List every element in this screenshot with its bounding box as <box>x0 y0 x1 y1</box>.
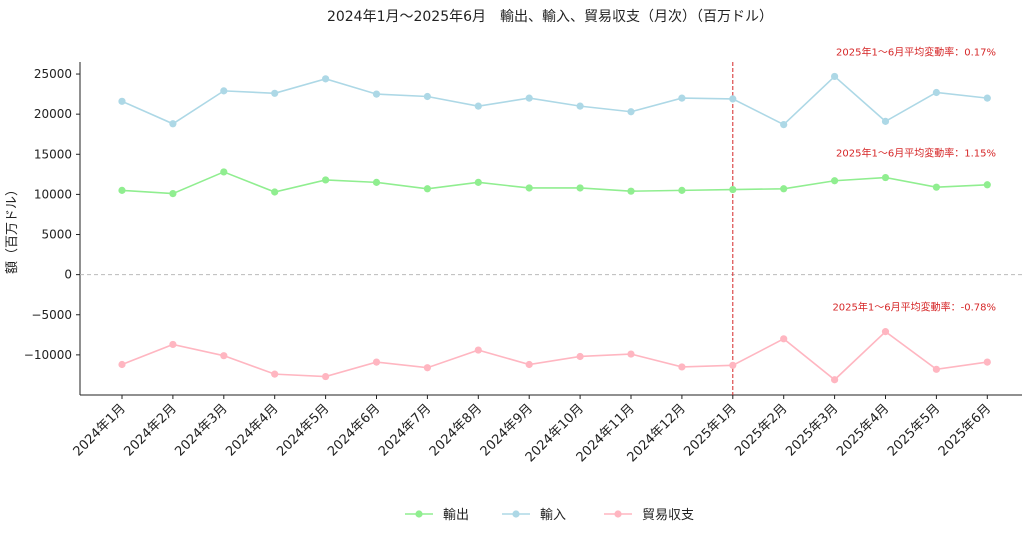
x-tick-label: 2024年5月 <box>274 401 332 459</box>
data-point <box>423 185 431 193</box>
data-point <box>525 94 533 102</box>
y-tick-label: 10000 <box>34 187 72 201</box>
y-tick-label: −5000 <box>31 308 72 322</box>
data-point <box>169 189 177 198</box>
data-point <box>729 185 737 194</box>
data-point <box>627 108 635 116</box>
data-point <box>780 120 788 129</box>
y-axis-label: 額（百万ドル） <box>5 183 20 274</box>
data-point <box>118 360 126 369</box>
legend: 輸出 輸入 貿易収支 <box>405 508 694 523</box>
data-point <box>322 176 330 184</box>
data-point <box>576 184 584 192</box>
x-tick-label: 2024年6月 <box>325 401 383 459</box>
data-point <box>271 188 279 196</box>
data-point <box>169 120 177 128</box>
data-point <box>932 365 941 373</box>
data-point <box>322 372 330 381</box>
data-point <box>372 178 381 186</box>
data-point <box>627 187 635 195</box>
legend-swatch-marker <box>415 510 423 518</box>
data-point <box>983 181 991 189</box>
annotation-1: 2025年1〜6月平均変動率：1.15% <box>836 147 996 160</box>
data-point <box>271 89 279 97</box>
data-point <box>474 178 482 186</box>
legend-label: 貿易収支 <box>642 508 694 523</box>
x-tick-label: 2025年2月 <box>732 401 790 459</box>
data-point <box>780 335 788 343</box>
series-line-2 <box>121 330 988 381</box>
data-point <box>881 328 890 336</box>
data-point <box>525 360 533 369</box>
data-point <box>831 177 839 185</box>
annotation-0: 2025年1〜6月平均変動率：0.17% <box>836 45 996 58</box>
data-point <box>932 88 941 97</box>
x-tick-label: 2024年7月 <box>376 401 434 459</box>
data-point <box>983 94 991 102</box>
data-point <box>423 364 431 372</box>
data-point <box>881 173 890 182</box>
x-tick-label: 2025年1月 <box>681 401 739 459</box>
data-point <box>220 168 228 176</box>
data-point <box>983 358 991 366</box>
legend-label: 輸入 <box>540 508 566 523</box>
legend-label: 輸出 <box>443 508 469 523</box>
y-tick-label: 5000 <box>41 228 72 242</box>
x-tick-label: 2024年4月 <box>223 401 281 459</box>
x-tick-label: 2024年3月 <box>172 401 230 459</box>
data-point <box>474 346 482 354</box>
chart-title: 2024年1月〜2025年6月 輸出、輸入、貿易収支（月次）（百万ドル） <box>327 9 773 25</box>
data-point <box>271 370 279 378</box>
data-point <box>678 186 686 194</box>
legend-swatch-marker <box>512 510 520 518</box>
data-point <box>932 183 941 191</box>
data-point <box>525 184 533 192</box>
data-point <box>780 185 788 193</box>
data-point <box>678 363 686 371</box>
data-point <box>169 340 177 349</box>
x-tick-label: 2025年4月 <box>834 401 892 459</box>
data-point <box>831 72 839 81</box>
data-point <box>372 90 381 98</box>
data-point <box>576 352 584 361</box>
y-tick-label: 15000 <box>34 147 72 161</box>
data-point <box>220 352 228 360</box>
y-tick-label: 0 <box>64 268 72 282</box>
data-point <box>118 97 126 105</box>
data-point <box>678 94 686 102</box>
data-point <box>220 87 228 95</box>
x-tick-label: 2025年6月 <box>936 401 994 459</box>
x-tick-label: 2024年1月 <box>71 401 129 459</box>
data-point <box>423 92 431 101</box>
x-tick-label: 2025年3月 <box>783 401 841 459</box>
plot-area: 2025年1〜6月平均変動率：0.17% 2025年1〜6月平均変動率：1.15%… <box>80 45 1022 395</box>
x-tick-label: 2025年5月 <box>885 401 943 459</box>
data-point <box>881 117 890 125</box>
data-point <box>729 95 737 103</box>
data-point <box>322 75 330 83</box>
y-tick-label: 25000 <box>34 67 72 81</box>
data-point <box>372 358 381 366</box>
legend-swatch-marker <box>614 510 622 518</box>
data-point <box>729 361 737 369</box>
y-tick-label: −10000 <box>24 348 72 362</box>
y-tick-label: 20000 <box>34 107 72 121</box>
data-point <box>474 102 482 110</box>
annotation-2: 2025年1〜6月平均変動率：-0.78% <box>832 301 996 314</box>
data-point <box>831 376 839 384</box>
data-point <box>576 102 584 110</box>
x-tick-label: 2024年2月 <box>121 401 179 459</box>
data-point <box>118 186 126 194</box>
series-line-0 <box>121 171 988 195</box>
series-line-1 <box>121 75 988 126</box>
data-point <box>627 350 635 358</box>
x-tick-label: 2024年8月 <box>427 401 485 459</box>
